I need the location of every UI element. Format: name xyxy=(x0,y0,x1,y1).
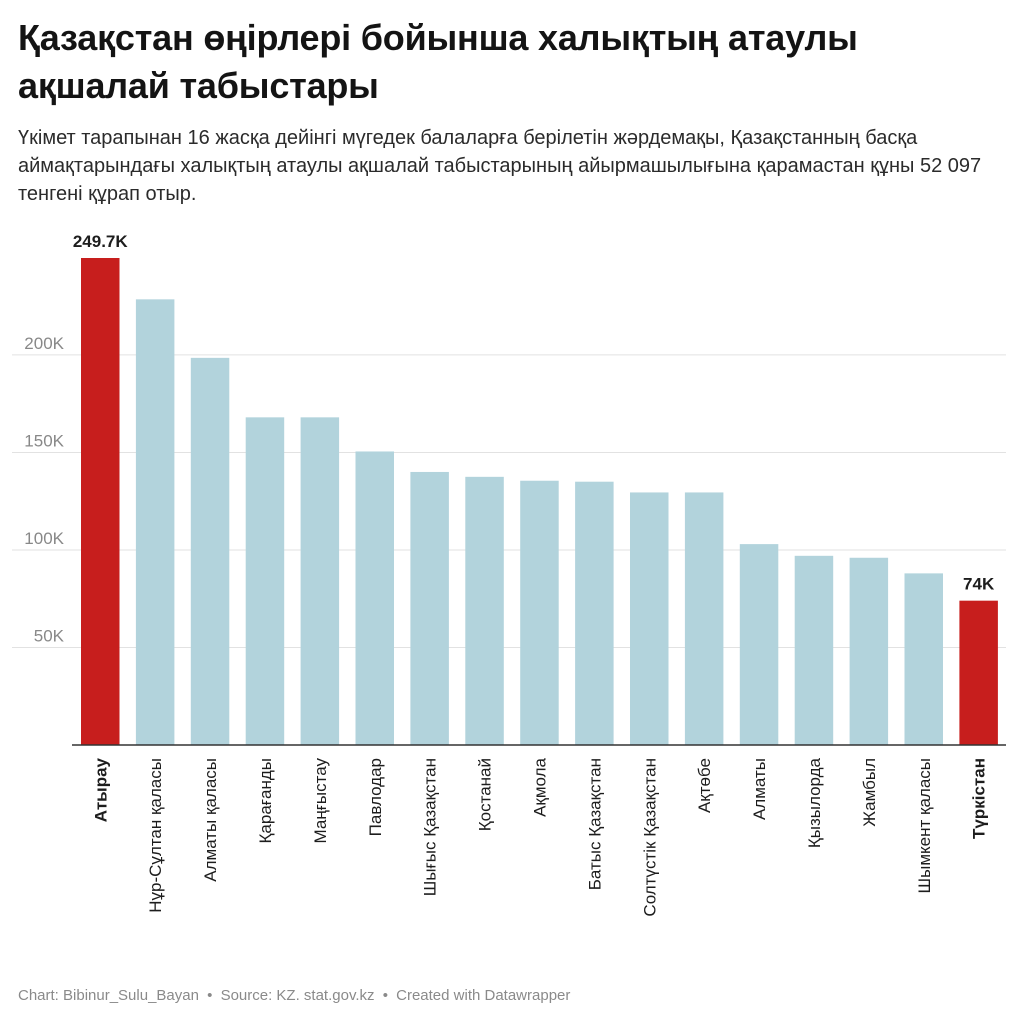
x-axis-label: Шымкент қаласы xyxy=(915,758,934,893)
x-axis-label: Павлодар xyxy=(366,758,385,836)
x-axis-label: Ақмола xyxy=(530,757,549,816)
y-tick-label: 150K xyxy=(24,431,64,450)
bar xyxy=(520,480,559,745)
footer-created-with: Created with Datawrapper xyxy=(396,987,571,1004)
y-tick-label: 200K xyxy=(24,334,64,353)
bar xyxy=(245,417,285,745)
footer-separator: • xyxy=(207,987,213,1004)
x-axis-label: Алматы қаласы xyxy=(201,758,220,882)
bar xyxy=(849,557,889,745)
data-labels: 249.7K 74K xyxy=(73,232,995,594)
x-axis-label: Батыс Қазақстан xyxy=(585,758,604,890)
x-axis-label: Нұр-Сұлтан қаласы xyxy=(146,758,165,913)
bar xyxy=(630,492,669,745)
footer-source: Source: KZ. stat.gov.kz xyxy=(220,987,375,1004)
x-axis-label: Маңғыстау xyxy=(311,758,330,844)
x-axis-label: Атырау xyxy=(91,757,110,822)
x-axis-label: Қостанай xyxy=(476,758,495,831)
x-axis-label: Алматы xyxy=(750,758,769,820)
bar xyxy=(959,600,998,745)
chart-title: Қазақстан өңірлері бойынша халықтың атау… xyxy=(18,17,858,106)
y-tick-label: 100K xyxy=(24,529,64,548)
bars xyxy=(81,258,998,745)
chart-subtitle: Үкімет тарапынан 16 жасқа дейінгі мүгеде… xyxy=(18,127,982,205)
bar xyxy=(355,451,394,745)
bar xyxy=(575,481,614,745)
chart-footer: Chart: Bibinur_Sulu_Bayan • Source: KZ. … xyxy=(18,986,570,1006)
x-axis-label: Қарағанды xyxy=(256,758,275,843)
bar xyxy=(904,573,943,745)
x-axis-label: Солтүстік Қазақстан xyxy=(640,758,659,917)
data-label: 249.7K xyxy=(73,232,129,251)
gridlines: 50K 100K 150K 200K xyxy=(12,334,1006,648)
bar xyxy=(410,471,449,745)
bar xyxy=(794,555,834,745)
bar xyxy=(300,417,340,745)
x-axis-label: Ақтөбе xyxy=(695,758,714,813)
bar xyxy=(684,492,724,745)
x-axis-label: Шығыс Қазақстан xyxy=(421,758,440,896)
y-tick-label: 50K xyxy=(34,626,65,645)
bar xyxy=(81,258,120,745)
x-axis-label: Қызылорда xyxy=(805,757,824,848)
x-axis-labels: Атырау Нұр-Сұлтан қаласы Алматы қаласы Қара… xyxy=(91,757,988,916)
footer-credit: Chart: Bibinur_Sulu_Bayan xyxy=(18,987,199,1004)
x-axis-label: Түркістан xyxy=(970,758,989,839)
data-label: 74K xyxy=(963,575,995,594)
bar xyxy=(465,476,504,745)
bar xyxy=(190,357,230,745)
bar xyxy=(135,299,175,745)
footer-separator: • xyxy=(382,987,388,1004)
bar xyxy=(739,544,779,745)
x-axis-label: Жамбыл xyxy=(860,758,879,827)
